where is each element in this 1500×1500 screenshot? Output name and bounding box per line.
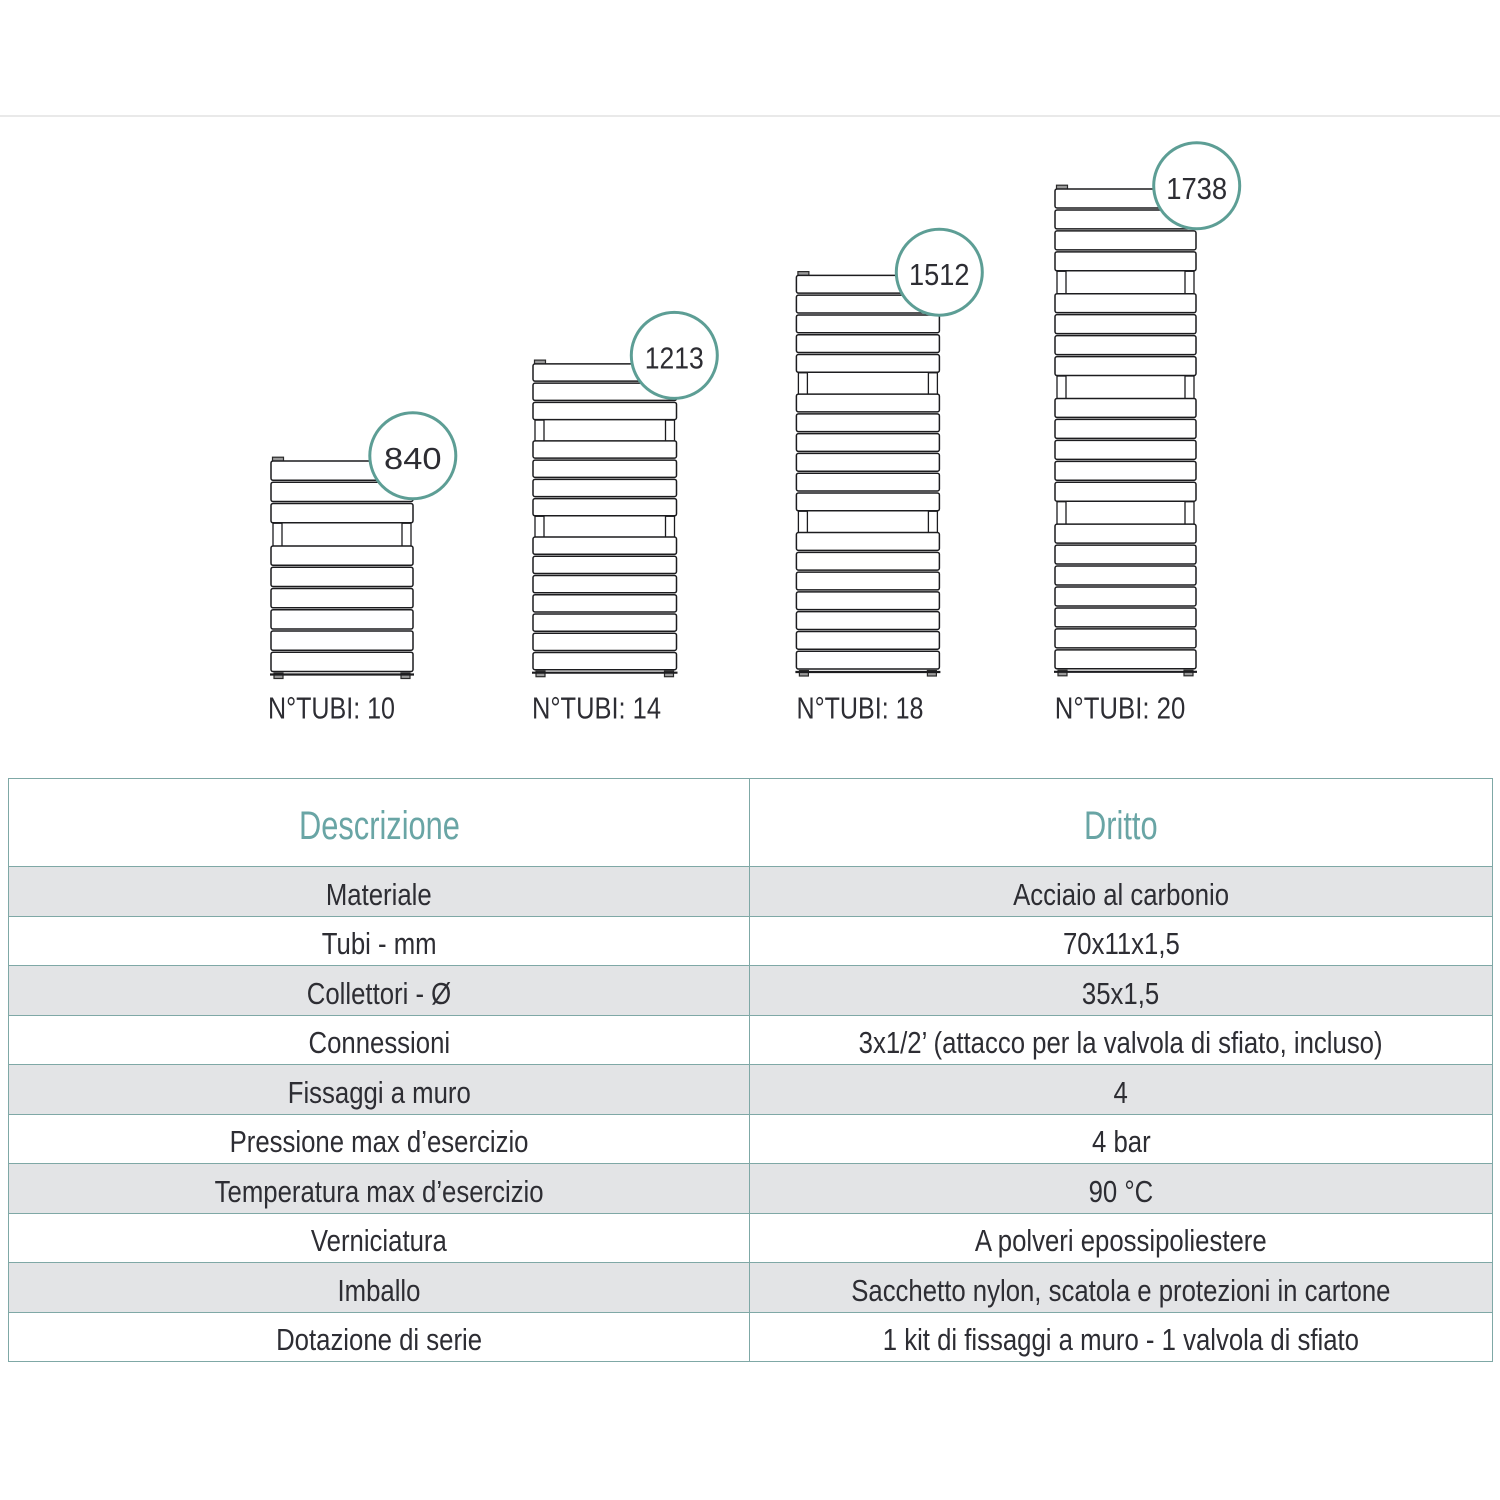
svg-text:1738: 1738	[1166, 171, 1227, 206]
svg-text:840: 840	[384, 441, 442, 476]
svg-text:N°TUBI: 20: N°TUBI: 20	[1055, 691, 1186, 726]
svg-text:1213: 1213	[645, 340, 704, 375]
svg-text:N°TUBI: 14: N°TUBI: 14	[532, 691, 661, 726]
svg-text:1512: 1512	[909, 257, 970, 292]
svg-text:N°TUBI: 18: N°TUBI: 18	[797, 691, 924, 726]
svg-text:N°TUBI: 10: N°TUBI: 10	[268, 691, 395, 726]
